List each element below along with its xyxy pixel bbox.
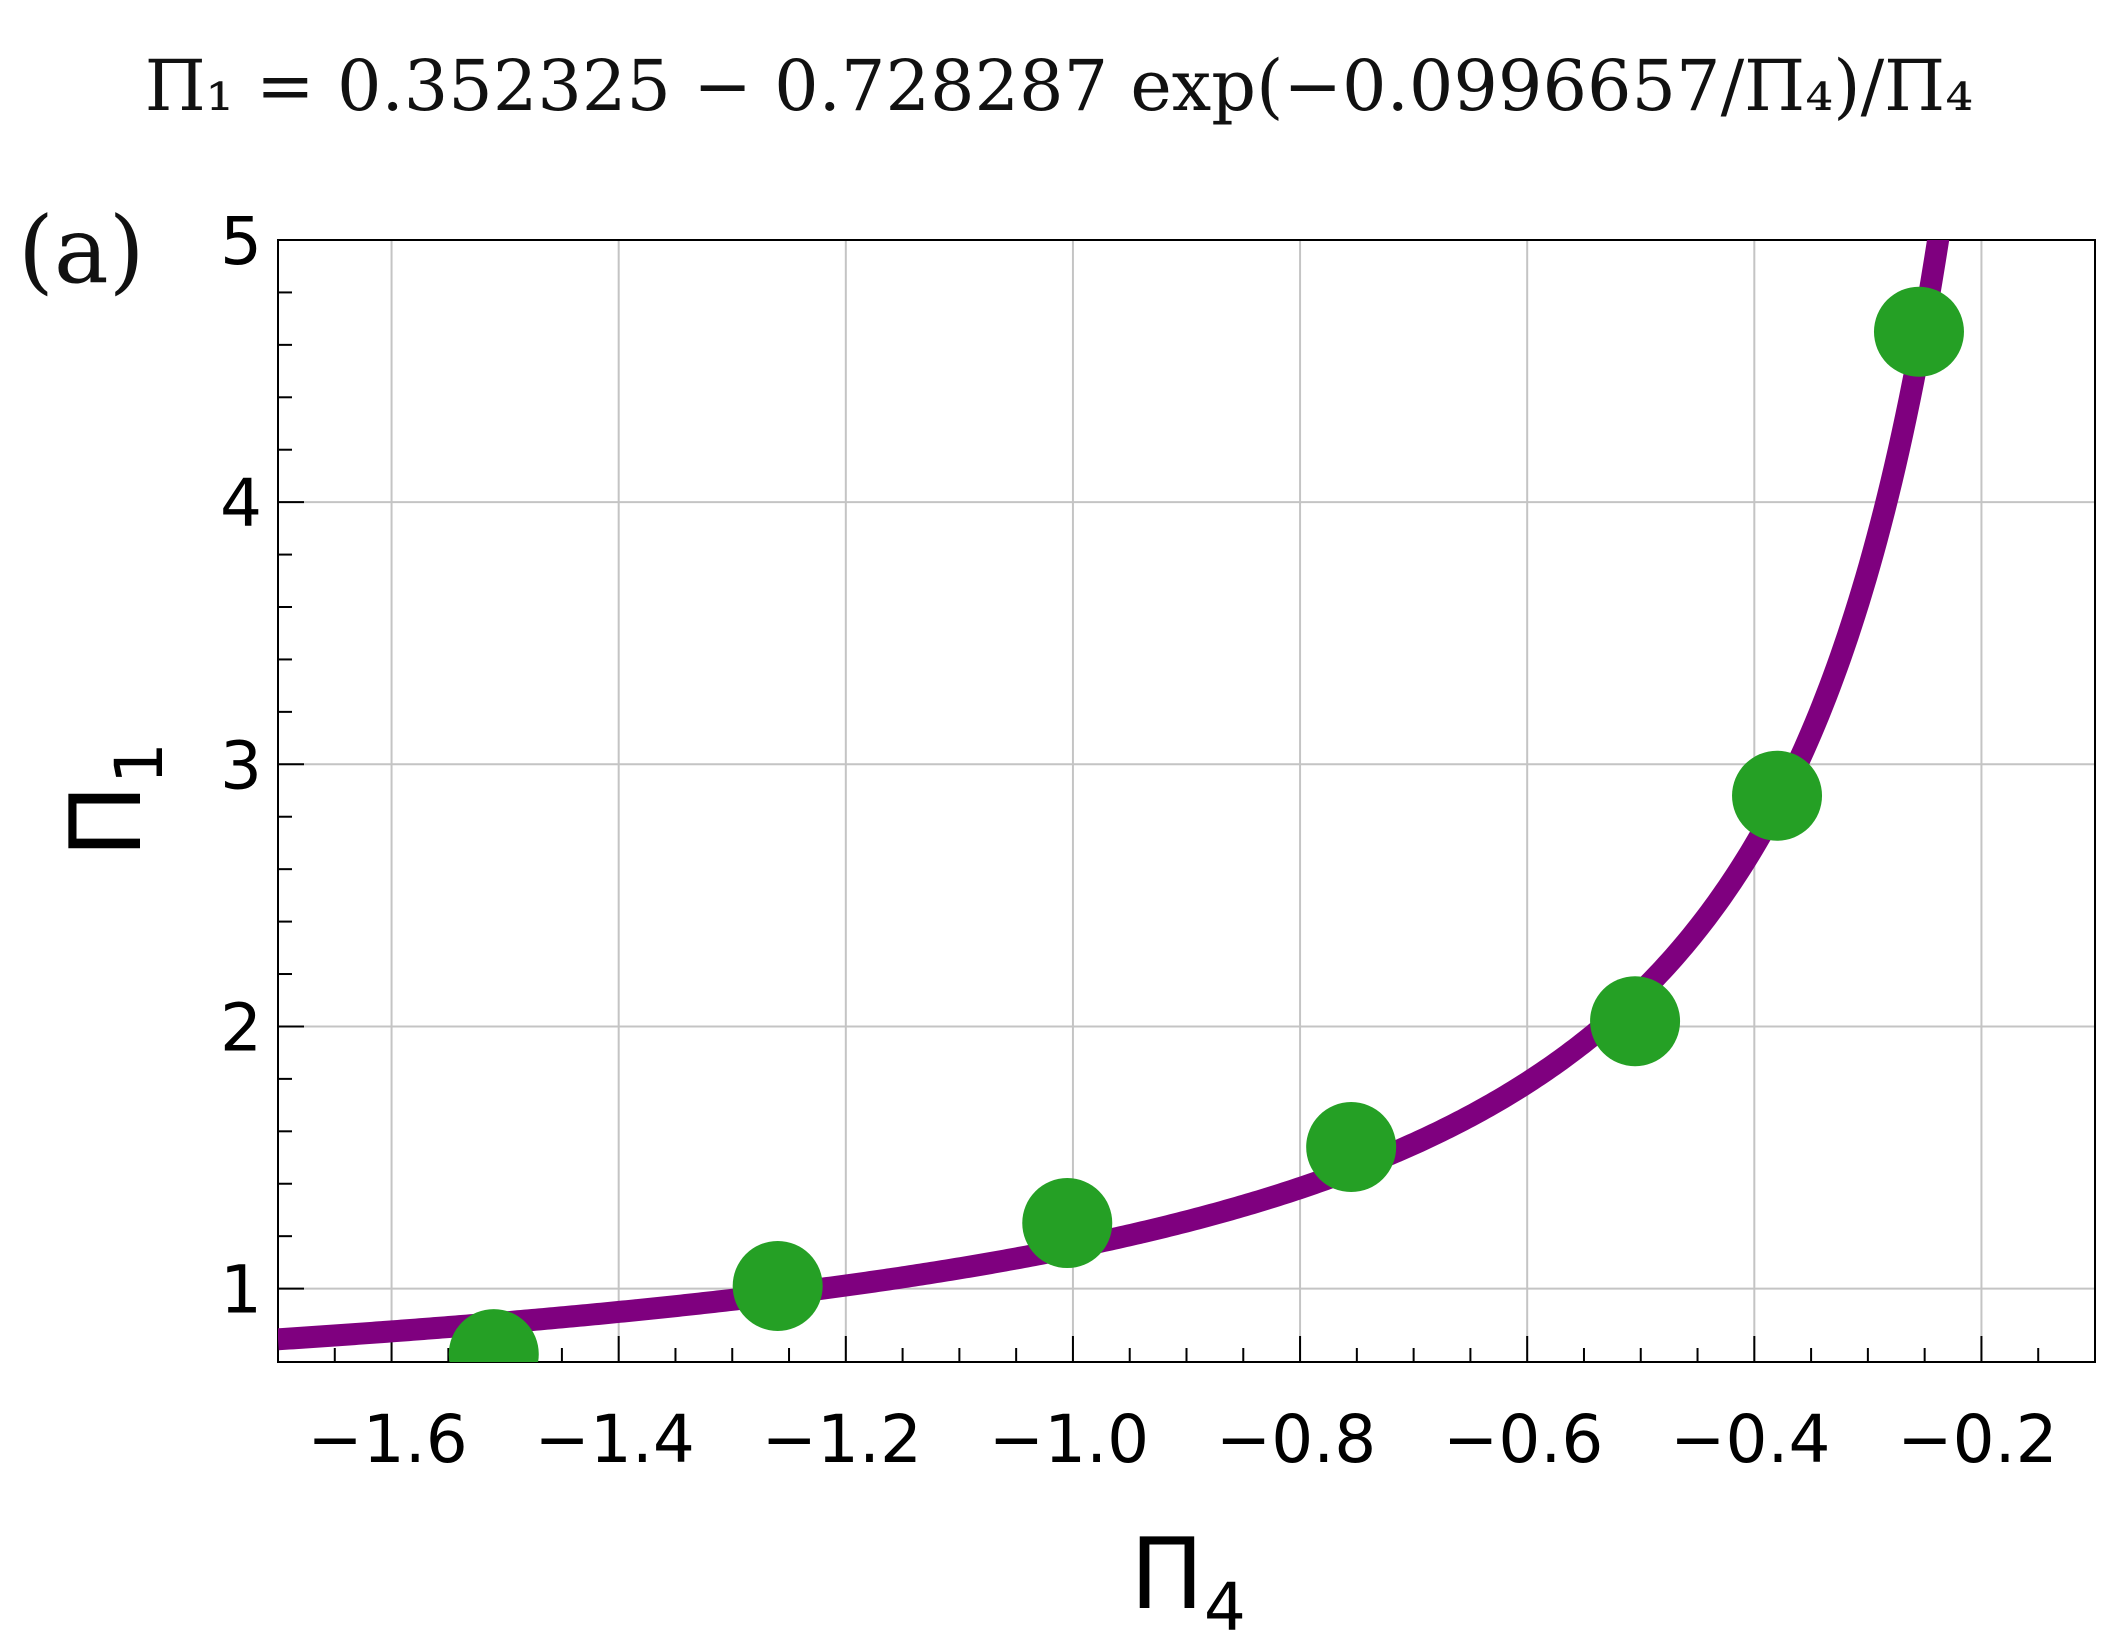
fit-curve <box>278 240 1950 1351</box>
data-point <box>732 1240 823 1331</box>
x-tick-label: −1.2 <box>762 1401 922 1478</box>
x-axis-label: Π4 <box>1130 1518 1246 1646</box>
x-tick-label: −0.4 <box>1670 1401 1830 1478</box>
data-point <box>1732 750 1823 841</box>
x-tick-label: −0.6 <box>1443 1401 1603 1478</box>
grid-lines <box>278 239 2095 1362</box>
data-points <box>448 286 1964 1362</box>
panel-label: (a) <box>18 197 145 304</box>
y-tick-label: 1 <box>220 1252 262 1329</box>
data-point <box>1590 976 1681 1067</box>
data-point <box>448 1309 539 1362</box>
data-point <box>1022 1178 1113 1269</box>
y-tick-label: 5 <box>220 203 262 280</box>
chart-title: Π₁ = 0.352325 − 0.728287 exp(−0.0996657/… <box>145 45 1974 127</box>
x-tick-label: −1.4 <box>535 1401 695 1478</box>
y-tick-label: 2 <box>220 989 262 1066</box>
y-tick-label: 4 <box>220 465 262 542</box>
data-point <box>1873 286 1964 377</box>
data-point <box>1306 1102 1397 1193</box>
y-tick-label: 3 <box>220 727 262 804</box>
minor-ticks <box>277 239 2096 1362</box>
y-axis-label: Π1 <box>50 742 178 858</box>
x-tick-label: −1.0 <box>989 1401 1149 1478</box>
y-tick-labels: 1 2 3 4 5 <box>220 203 262 1329</box>
x-tick-labels: −1.6 −1.4 −1.2 −1.0 −0.8 −0.6 −0.4 −0.2 <box>307 1401 2057 1478</box>
x-tick-label: −0.8 <box>1216 1401 1376 1478</box>
plot-frame <box>277 239 2096 1363</box>
x-tick-label: −1.6 <box>307 1401 467 1478</box>
x-tick-label: −0.2 <box>1897 1401 2057 1478</box>
